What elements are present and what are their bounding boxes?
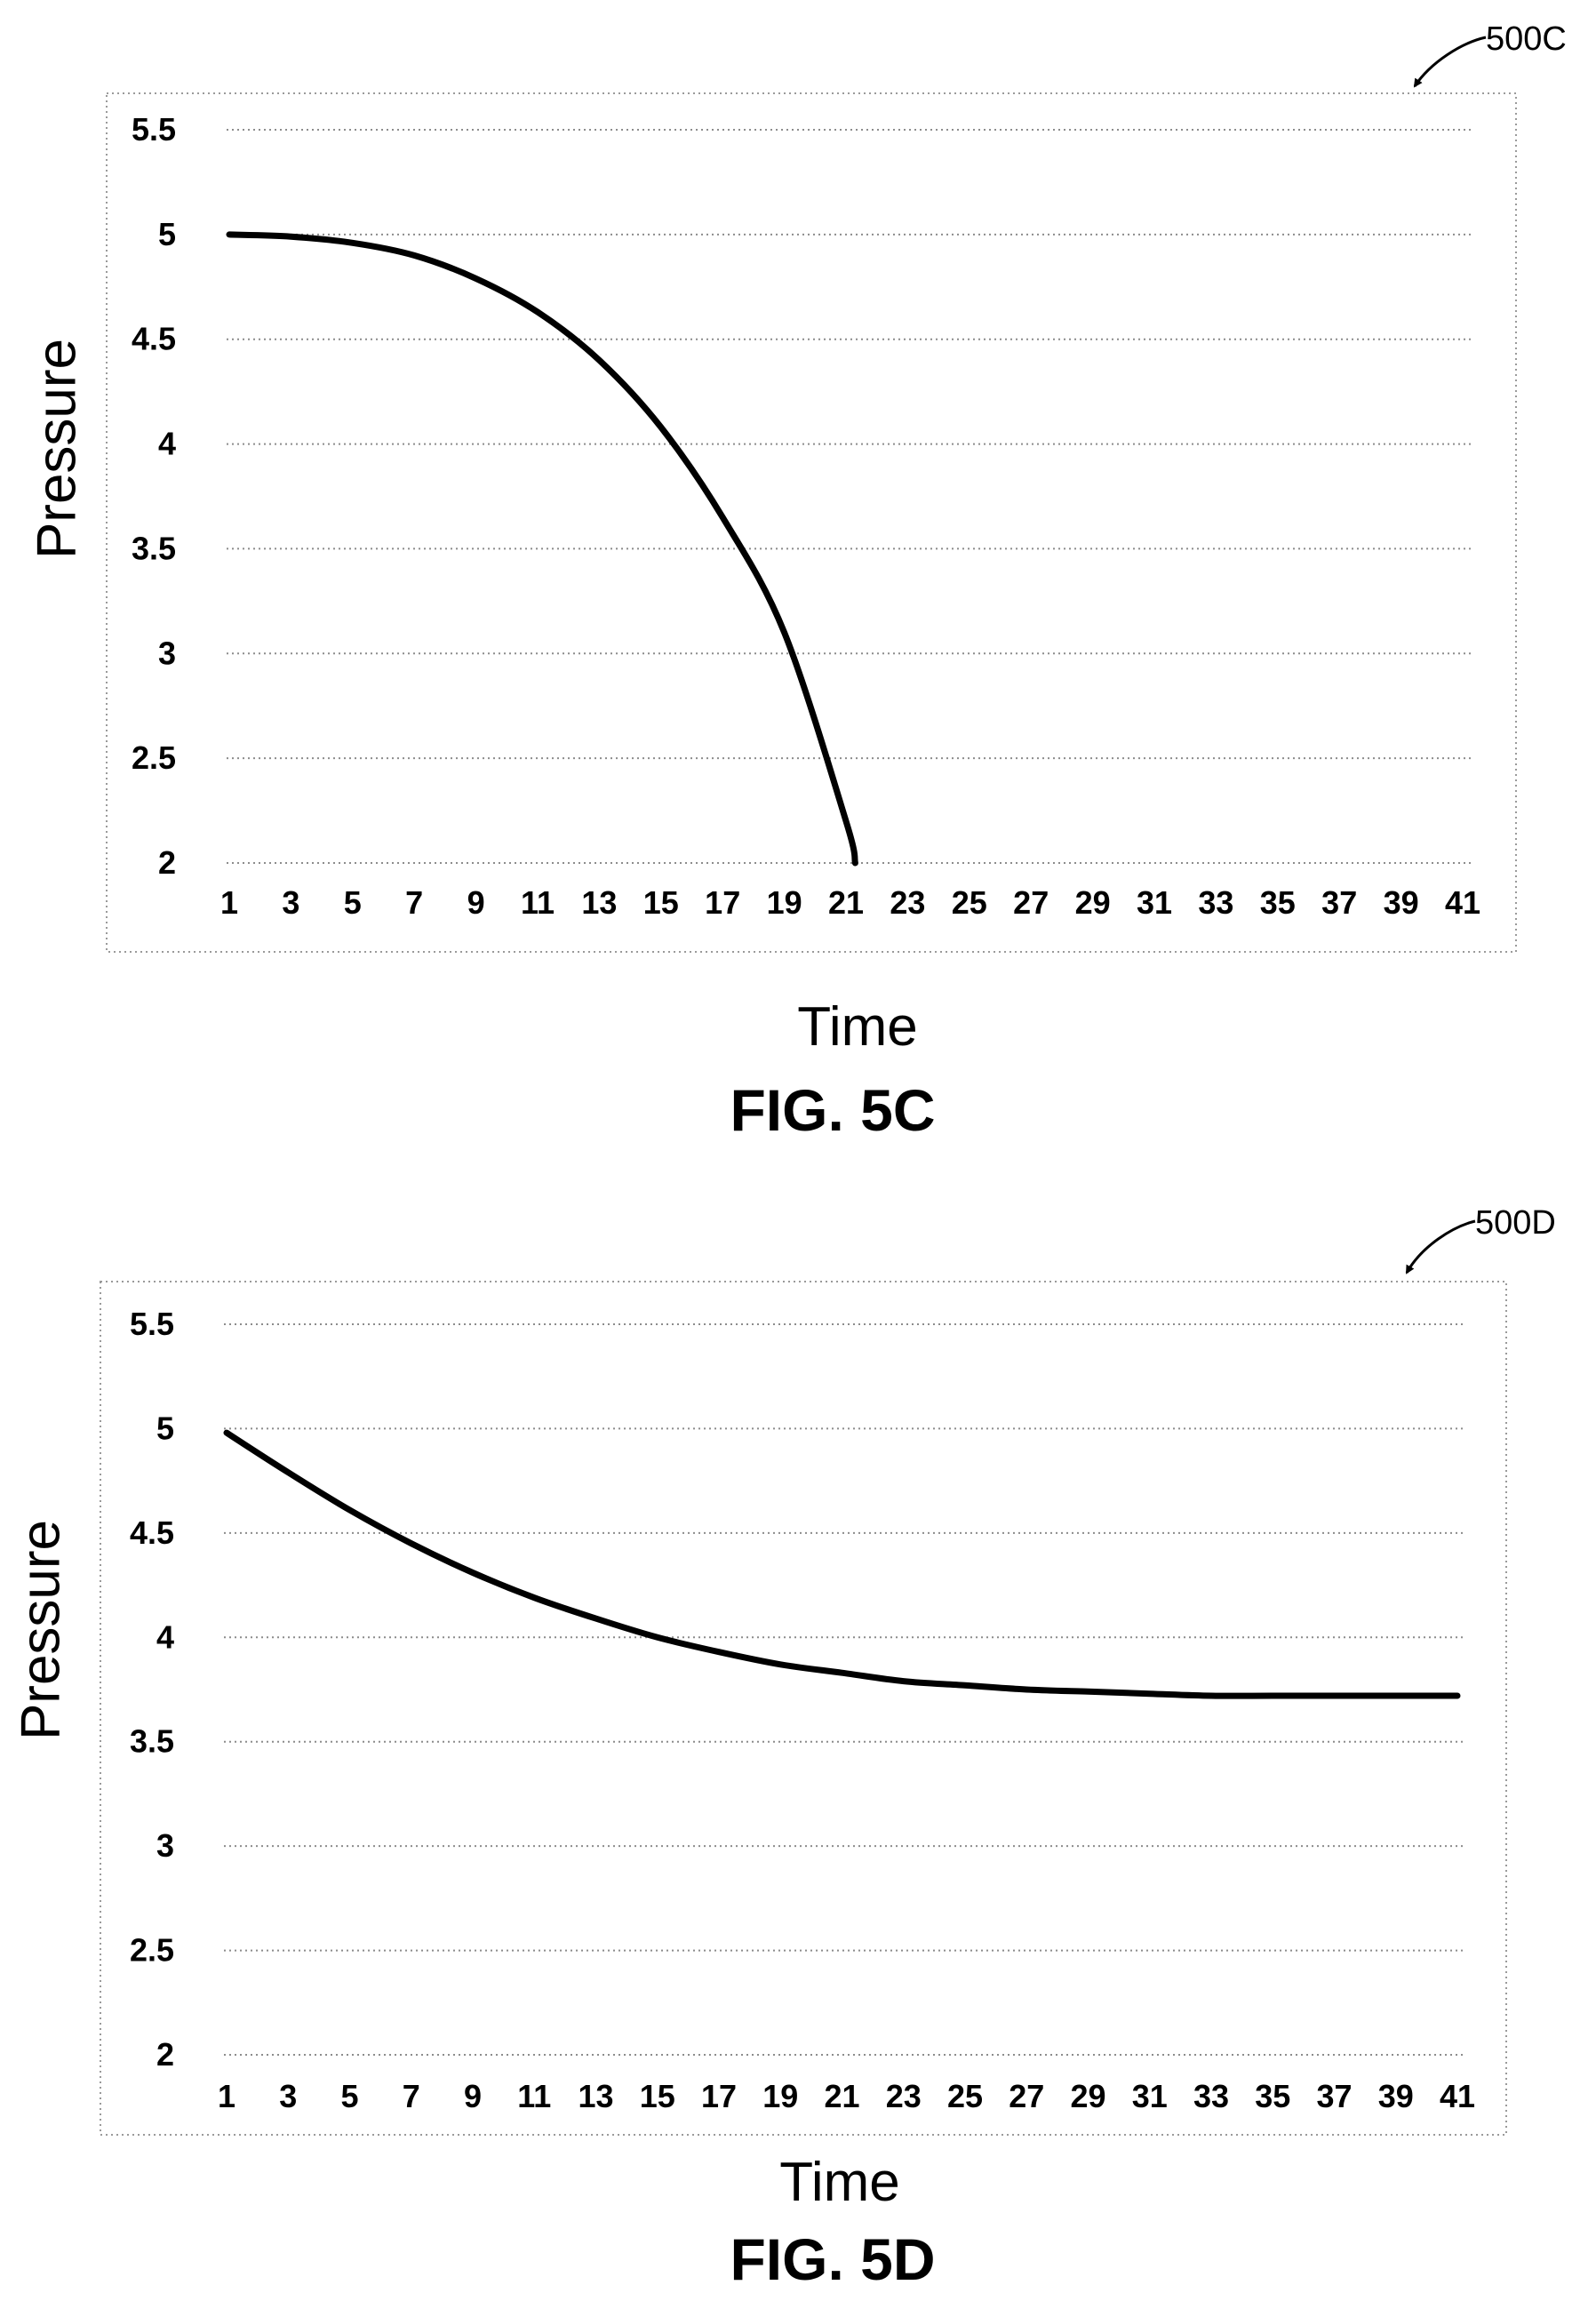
x-tick-label: 37 (1316, 2078, 1352, 2114)
x-tick-label: 7 (403, 2078, 420, 2114)
x-tick-label: 19 (767, 884, 802, 921)
x-tick-label: 39 (1378, 2078, 1414, 2114)
x-tick-label: 11 (517, 2078, 551, 2114)
pressure-line (223, 1429, 1461, 1699)
x-tick-label: 29 (1070, 2078, 1105, 2114)
x-tick-label: 33 (1198, 884, 1233, 921)
y-tick-label: 5 (156, 1410, 174, 1446)
x-tick-label: 41 (1440, 2078, 1475, 2114)
x-tick-label: 21 (828, 884, 864, 921)
x-tick-label: 1 (218, 2078, 235, 2114)
y-axis-title: Pressure (10, 1520, 71, 1740)
x-tick-label: 39 (1384, 884, 1419, 921)
x-tick-label: 3 (282, 884, 299, 921)
figure-caption: FIG. 5C (730, 1077, 935, 1143)
x-tick-label: 15 (640, 2078, 675, 2114)
x-tick-label: 23 (886, 2078, 922, 2114)
y-tick-label: 2 (156, 2036, 174, 2073)
y-tick-label: 3 (156, 1827, 174, 1864)
x-tick-label: 35 (1255, 2078, 1290, 2114)
y-tick-label: 4.5 (130, 1514, 174, 1551)
x-tick-label: 21 (824, 2078, 859, 2114)
reference-arrow (1413, 36, 1487, 88)
y-tick-label: 3.5 (130, 1723, 174, 1760)
x-tick-label: 1 (220, 884, 238, 921)
figure-5c: 2 2.5 3 3.5 4 4.5 5 5.5 1 3 5 7 9 11 13 15 17 19 21 23 25 27… (0, 0, 1596, 1150)
x-tick-label: 41 (1445, 884, 1480, 921)
y-tick-label: 4.5 (132, 321, 176, 357)
x-tick-label: 3 (279, 2078, 297, 2114)
x-tick-label: 5 (344, 884, 362, 921)
y-tick-label: 2.5 (130, 1932, 174, 1969)
reference-label: 500D (1475, 1204, 1556, 1242)
x-tick-label: 13 (581, 884, 617, 921)
y-tick-label: 3.5 (132, 530, 176, 566)
x-tick-label: 9 (467, 884, 485, 921)
reference-arrow (1405, 1219, 1476, 1274)
y-tick-label: 5 (158, 216, 176, 252)
y-tick-label: 2.5 (132, 739, 176, 776)
x-tick-label: 13 (578, 2078, 613, 2114)
x-tick-label: 31 (1137, 884, 1172, 921)
x-tick-label: 35 (1260, 884, 1296, 921)
pressure-line (226, 231, 858, 867)
figure-5c-svg: 22.533.544.555.5 1 3 5 7 9 11 13 15 17 19 21 23 25 27… (26, 20, 1567, 1143)
x-tick-label: 33 (1193, 2078, 1229, 2114)
x-tick-label: 29 (1075, 884, 1111, 921)
y-tick-label: 4 (158, 426, 176, 462)
y-tick-label: 3 (158, 635, 176, 671)
x-tick-label: 9 (464, 2078, 482, 2114)
plot-frame (106, 92, 1517, 953)
x-tick-label: 27 (1009, 2078, 1044, 2114)
y-tick-label: 5.5 (132, 111, 176, 148)
x-axis-title: Time (797, 996, 917, 1058)
y-axis-title: Pressure (26, 339, 87, 559)
x-tick-label: 5 (340, 2078, 358, 2114)
figure-caption: FIG. 5D (730, 2226, 935, 2292)
x-tick-label: 11 (521, 884, 555, 921)
y-tick-label: 4 (156, 1618, 174, 1655)
x-tick-label: 25 (947, 2078, 983, 2114)
x-tick-label: 25 (952, 884, 987, 921)
x-tick-label: 27 (1013, 884, 1049, 921)
figure-5d: 2 2.5 3 3.5 4 4.5 5 5.5 1 3 5 7 9 11 13 15 17 19 21 23 25 27… (0, 1150, 1596, 2300)
x-axis-title: Time (779, 2152, 899, 2213)
y-tick-label: 5.5 (130, 1306, 174, 1342)
x-tick-label: 17 (701, 2078, 737, 2114)
x-tick-label: 17 (705, 884, 740, 921)
x-tick-label: 23 (890, 884, 925, 921)
x-tick-label: 15 (643, 884, 679, 921)
reference-label: 500C (1486, 20, 1567, 58)
x-tick-label: 7 (405, 884, 423, 921)
x-tick-label: 31 (1132, 2078, 1168, 2114)
y-tick-label: 2 (158, 844, 176, 881)
figure-5d-svg: 22.533.544.555.5 1 3 5 7 9 11 13 15 17 19 21 23 25 27… (10, 1204, 1556, 2292)
plot-frame (100, 1281, 1507, 2136)
x-tick-label: 19 (762, 2078, 798, 2114)
x-tick-label: 37 (1321, 884, 1357, 921)
